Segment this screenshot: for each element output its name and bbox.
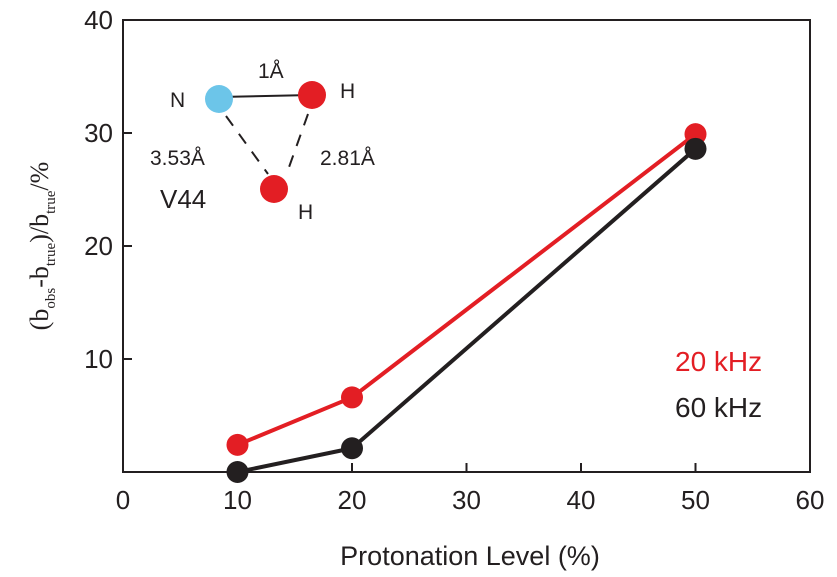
x-tick-label: 10 (223, 485, 252, 515)
x-tick-label: 50 (681, 485, 710, 515)
y-tick-label: 20 (84, 231, 113, 261)
legend-entry-60khz: 60 kHz (675, 392, 762, 423)
bond-length-label: 1Å (258, 60, 284, 83)
y-axis: 10 20 30 40 (84, 5, 132, 374)
x-tick-label: 20 (338, 485, 367, 515)
legend-entry-20khz: 20 kHz (675, 346, 762, 377)
bond-n-h1 (218, 94, 313, 98)
atom-h1 (298, 81, 326, 109)
data-point-0-1 (341, 386, 363, 409)
y-label-sub-true-2: true (43, 190, 59, 214)
atom-h2-label: H (298, 201, 313, 224)
x-tick-label: 0 (116, 485, 130, 515)
x-tick-label: 30 (452, 485, 481, 515)
residue-label: V44 (160, 184, 206, 214)
inset-diagram: N H H 1Å 3.53Å 2.81Å V44 (150, 60, 375, 224)
y-tick-label: 30 (84, 118, 113, 148)
distance-h1-h2 (287, 113, 309, 171)
atom-h1-label: H (340, 80, 355, 103)
data-point-1-1 (341, 437, 363, 460)
series-line-0 (236, 132, 697, 447)
distance-h-h-label: 2.81Å (320, 147, 375, 170)
y-label-close: )/b (25, 214, 54, 243)
data-point-1-2 (684, 137, 707, 160)
y-tick-label: 40 (84, 5, 113, 35)
atom-n-label: N (170, 89, 185, 112)
x-axis: 0 10 20 30 40 50 60 (116, 463, 825, 515)
y-label-tail: /% (25, 162, 54, 191)
y-label-sub-obs: obs (43, 288, 59, 309)
x-tick-label: 40 (567, 485, 596, 515)
y-label-mid: -b (25, 266, 54, 288)
series-layer (226, 123, 707, 483)
y-label-sub-true: true (43, 242, 59, 266)
x-axis-label: Protonation Level (%) (340, 541, 600, 571)
y-label-open: (b (25, 309, 54, 331)
atom-h2 (260, 175, 288, 203)
x-tick-label: 60 (796, 485, 825, 515)
data-point-0-0 (226, 433, 249, 456)
y-axis-label: (bobs-btrue)/btrue/% (25, 162, 59, 331)
legend: 20 kHz 60 kHz (675, 346, 762, 423)
distance-n-h2 (225, 115, 269, 175)
atom-n (205, 85, 233, 113)
distance-n-h-label: 3.53Å (150, 147, 205, 170)
data-point-1-0 (226, 461, 249, 483)
y-tick-label: 10 (84, 344, 113, 374)
